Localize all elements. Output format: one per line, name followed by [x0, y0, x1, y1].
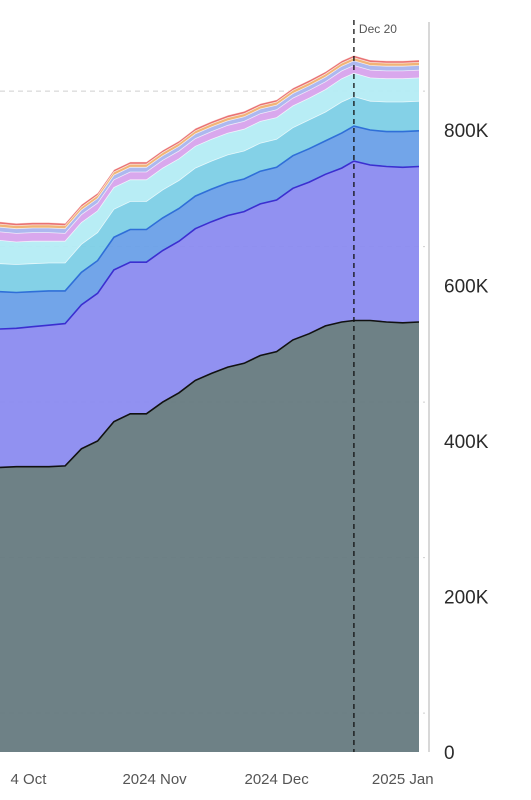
- series-outline-4: [0, 96, 420, 265]
- y-axis-ticks: 0 200K 400K 600K 800K: [444, 121, 489, 764]
- x-tick-label: 2024 Dec: [245, 771, 310, 788]
- series-outline-1: [0, 319, 420, 469]
- area-series-8[interactable]: [0, 57, 419, 229]
- x-tick-label: 2024 Nov: [122, 771, 187, 788]
- area-series-1[interactable]: [0, 320, 419, 753]
- series-outline-6: [0, 65, 420, 234]
- area-series-6[interactable]: [0, 65, 419, 243]
- area-series-7[interactable]: [0, 60, 419, 234]
- series-outline-2: [0, 160, 420, 330]
- area-series-5[interactable]: [0, 73, 419, 265]
- series-outlines: [0, 54, 420, 469]
- x-tick-label: 2025 Jan: [372, 771, 434, 788]
- date-marker[interactable]: Dec 20: [353, 20, 397, 752]
- series-outline-8: [0, 57, 420, 227]
- y-tick-label: 400K: [444, 432, 489, 453]
- y-tick-label: 800K: [444, 121, 489, 142]
- area-series-3[interactable]: [0, 126, 419, 329]
- x-axis-ticks: 4 Oct 2024 Nov 2024 Dec 2025 Jan: [11, 771, 434, 788]
- series-outline-3: [0, 125, 420, 294]
- series-outline-7: [0, 60, 420, 230]
- series-outline-9: [0, 54, 420, 224]
- series-outline-5: [0, 72, 420, 243]
- x-tick-label: 4 Oct: [11, 771, 48, 788]
- y-tick-label: 0: [444, 743, 455, 764]
- marker-label: Dec 20: [359, 22, 397, 36]
- y-tick-label: 600K: [444, 277, 489, 298]
- area-series-group: [0, 55, 419, 752]
- area-series-2[interactable]: [0, 161, 419, 468]
- y-tick-label: 200K: [444, 588, 489, 609]
